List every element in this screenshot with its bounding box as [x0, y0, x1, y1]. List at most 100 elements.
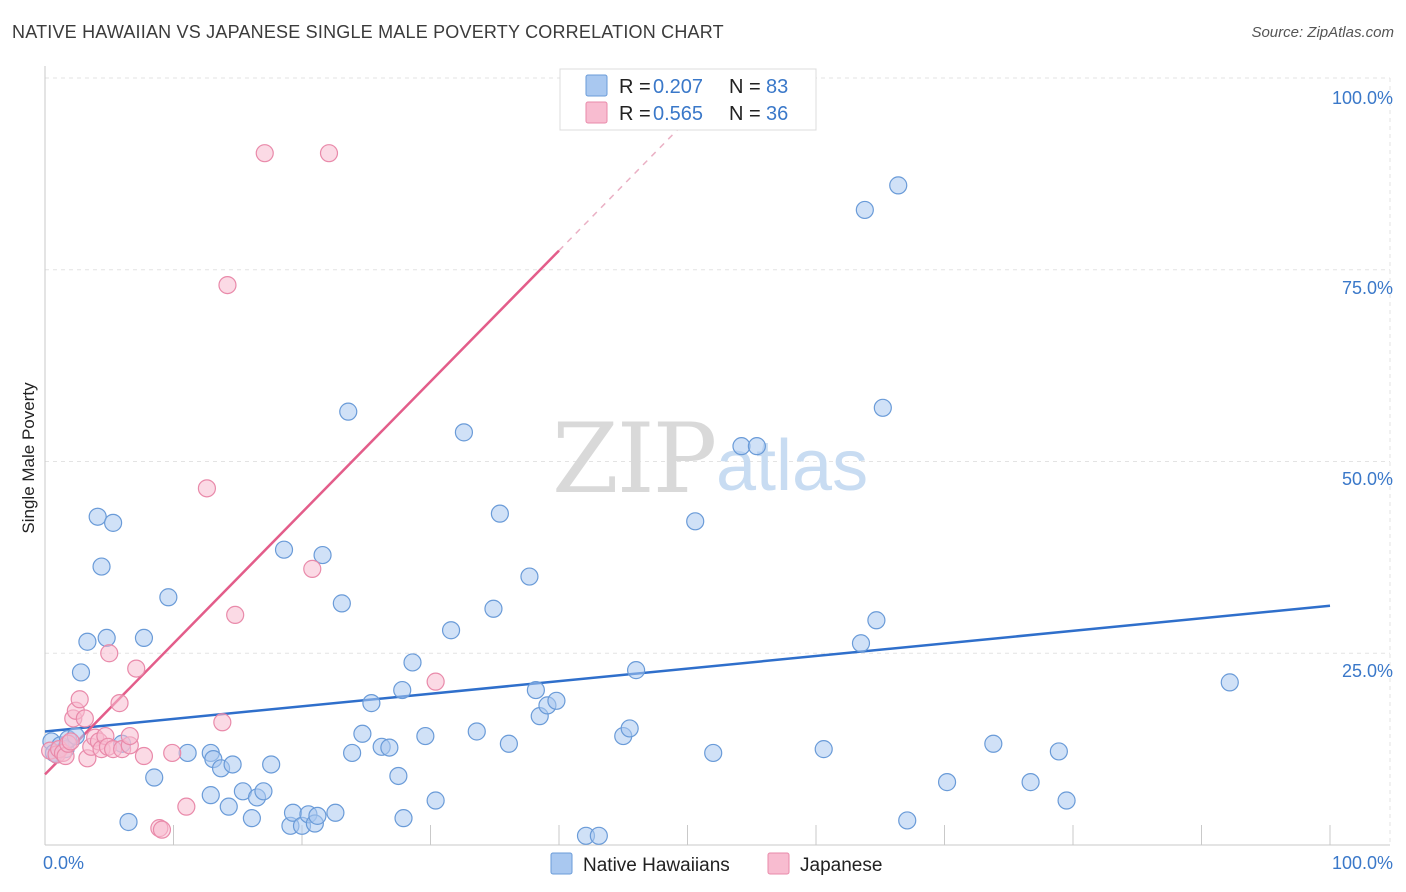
point-japanese-36: [319, 144, 339, 163]
point-native-hawaiians-46: [389, 766, 408, 786]
point-native-hawaiians-74: [855, 200, 874, 220]
point-native-hawaiians-84: [1220, 673, 1239, 692]
y-tick-label-50: 50.0%: [1342, 469, 1393, 489]
point-native-hawaiians-28: [254, 782, 273, 801]
point-native-hawaiians-82: [1049, 742, 1068, 761]
point-japanese-20: [110, 694, 129, 713]
point-native-hawaiians-71: [747, 437, 766, 456]
point-native-hawaiians-41: [343, 743, 362, 763]
point-japanese-35: [303, 559, 322, 578]
bottom-legend-swatch-native-hawaiians: [550, 852, 573, 875]
point-japanese-25: [134, 746, 154, 766]
watermark-zip: ZIP: [552, 403, 715, 515]
point-japanese-28: [163, 743, 182, 763]
point-native-hawaiians-64: [589, 826, 608, 845]
point-native-hawaiians-57: [499, 734, 518, 753]
point-native-hawaiians-58: [520, 567, 539, 586]
stats-legend: R = 0.207 N = 83 R = 0.565 N = 36: [559, 68, 817, 131]
point-japanese-34: [255, 144, 274, 163]
point-native-hawaiians-55: [484, 599, 503, 618]
point-japanese-9: [70, 690, 89, 709]
point-japanese-33: [226, 605, 245, 625]
point-native-hawaiians-24: [223, 755, 242, 774]
point-native-hawaiians-72: [814, 740, 833, 759]
tick-labels: 25.0% 50.0% 75.0% 100.0% 0.0% 100.0%: [43, 88, 1393, 873]
point-native-hawaiians-67: [626, 661, 646, 680]
point-native-hawaiians-68: [686, 512, 705, 531]
point-native-hawaiians-20: [201, 786, 220, 805]
legend-swatch-japanese: [585, 101, 608, 124]
point-native-hawaiians-48: [394, 809, 413, 828]
point-native-hawaiians-50: [416, 726, 435, 746]
y-axis-label: Single Male Poverty: [19, 382, 38, 534]
point-native-hawaiians-40: [339, 402, 358, 421]
point-japanese-6: [61, 732, 80, 751]
point-japanese-30: [197, 479, 217, 498]
grid-lines: [45, 77, 1391, 845]
legend-r-label-0: R =: [619, 76, 651, 98]
point-japanese-24: [127, 659, 146, 678]
point-native-hawaiians-37: [313, 545, 332, 565]
point-native-hawaiians-12: [104, 513, 123, 532]
point-native-hawaiians-59: [526, 680, 545, 700]
point-native-hawaiians-51: [426, 791, 445, 810]
legend-swatch-native-hawaiians: [585, 74, 608, 97]
data-points: [41, 144, 1239, 845]
point-japanese-29: [177, 797, 196, 816]
point-japanese-32: [218, 275, 237, 295]
point-native-hawaiians-29: [262, 755, 281, 774]
chart-title: NATIVE HAWAIIAN VS JAPANESE SINGLE MALE …: [12, 22, 724, 42]
point-native-hawaiians-70: [732, 437, 751, 456]
legend-r-value-1: 0.565: [653, 103, 703, 125]
point-native-hawaiians-66: [620, 719, 639, 738]
bottom-legend-label-native-hawaiians: Native Hawaiians: [583, 855, 730, 876]
point-native-hawaiians-7: [71, 663, 91, 682]
axes: [44, 66, 1390, 846]
point-native-hawaiians-80: [984, 734, 1003, 753]
point-native-hawaiians-56: [490, 504, 509, 523]
point-native-hawaiians-81: [1021, 773, 1040, 792]
point-native-hawaiians-36: [308, 806, 327, 825]
point-native-hawaiians-39: [332, 594, 351, 613]
point-japanese-23: [120, 726, 139, 746]
point-native-hawaiians-38: [326, 803, 345, 822]
point-native-hawaiians-53: [454, 423, 474, 442]
point-native-hawaiians-15: [134, 628, 154, 648]
point-native-hawaiians-69: [704, 743, 723, 763]
point-native-hawaiians-10: [92, 557, 111, 576]
point-native-hawaiians-42: [353, 724, 372, 743]
source-label: Source: ZipAtlas.com: [1251, 24, 1394, 41]
trend-line-japanese: [44, 249, 560, 776]
legend-n-value-0: 83: [766, 76, 788, 98]
point-native-hawaiians-77: [889, 176, 908, 195]
point-native-hawaiians-16: [145, 768, 164, 787]
series-legend: Native Hawaiians Japanese: [550, 852, 882, 876]
point-japanese-31: [213, 713, 232, 732]
point-native-hawaiians-9: [88, 507, 107, 526]
bottom-legend-swatch-japanese: [767, 852, 790, 875]
legend-n-label-0: N =: [729, 76, 761, 98]
point-japanese-18: [100, 644, 119, 663]
point-japanese-37: [426, 672, 445, 691]
point-native-hawaiians-23: [219, 797, 238, 816]
point-native-hawaiians-73: [851, 634, 871, 653]
legend-n-label-1: N =: [729, 103, 761, 125]
point-native-hawaiians-11: [97, 628, 116, 648]
point-native-hawaiians-45: [380, 738, 399, 757]
trend-line-native-hawaiians: [44, 604, 1331, 733]
point-native-hawaiians-78: [898, 811, 917, 830]
y-tick-label-100: 100.0%: [1332, 88, 1393, 108]
point-native-hawaiians-8: [78, 632, 97, 651]
legend-n-value-1: 36: [766, 103, 788, 125]
point-japanese-27: [152, 820, 172, 839]
point-native-hawaiians-79: [937, 773, 957, 792]
point-native-hawaiians-83: [1057, 791, 1076, 810]
bottom-legend-label-japanese: Japanese: [800, 855, 882, 876]
point-native-hawaiians-49: [403, 653, 422, 672]
point-native-hawaiians-52: [441, 621, 461, 640]
point-native-hawaiians-54: [467, 722, 486, 741]
y-tick-label-25: 25.0%: [1342, 661, 1393, 681]
watermark: ZIP atlas: [552, 403, 868, 515]
point-native-hawaiians-30: [274, 540, 294, 559]
